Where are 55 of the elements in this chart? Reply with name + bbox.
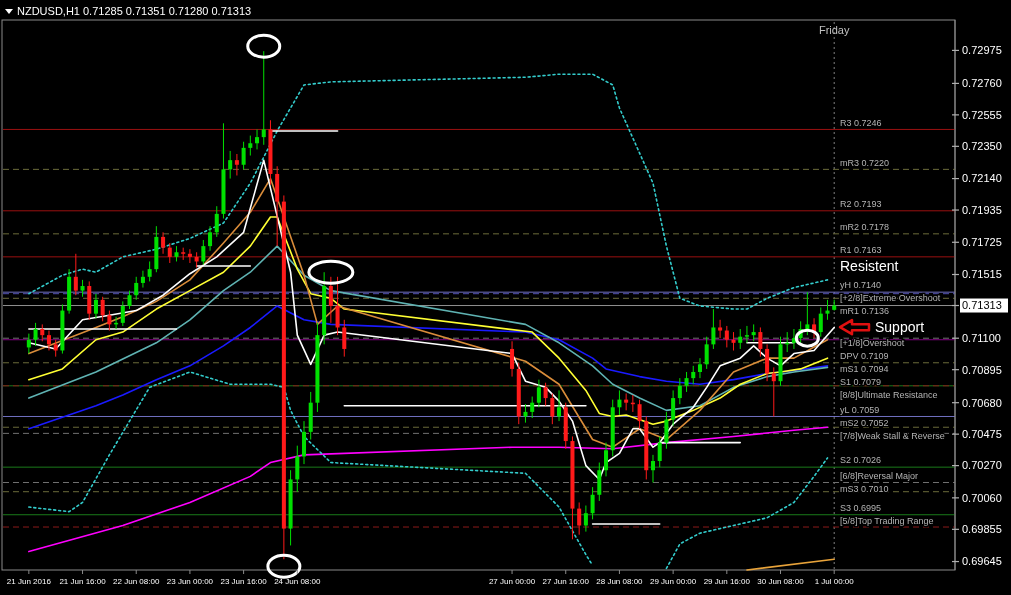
x-tick-label: 27 Jun 16:00 — [542, 577, 590, 586]
x-tick-label: 29 Jun 00:00 — [649, 577, 697, 586]
ref-line-label: mR3 0.7220 — [840, 157, 890, 168]
x-tick-label: 23 Jun 16:00 — [220, 577, 268, 586]
ref-line-label: [+1/8]Overshoot — [840, 338, 905, 349]
annotation: Support — [875, 319, 925, 336]
y-tick-label: 0.69855 — [962, 523, 1002, 536]
y-tick-label: 0.71935 — [962, 203, 1002, 216]
ref-line-label: mS3 0.7010 — [840, 483, 889, 494]
x-tick-label: 21 Jun 2016 — [6, 577, 52, 586]
ref-line-label: mR1 0.7136 — [840, 306, 890, 317]
x-tick-label: 28 Jun 08:00 — [596, 577, 644, 586]
ref-line-label: [+2/8]Extreme Overshoot — [840, 293, 941, 304]
y-tick-label: 0.72350 — [962, 140, 1002, 153]
ref-line-label: [6/8]Reversal Major — [840, 470, 919, 481]
ref-line-label: DPV 0.7109 — [840, 351, 889, 362]
x-tick-label: 29 Jun 16:00 — [703, 577, 751, 586]
y-tick-label: 0.71313 — [962, 299, 1002, 312]
x-tick-label: 22 Jun 08:00 — [113, 577, 160, 586]
ref-line-label: R2 0.7193 — [840, 198, 882, 209]
ref-line-label: R3 0.7246 — [840, 117, 882, 128]
y-tick-label: 0.72975 — [962, 44, 1002, 57]
ref-line-label: [5/8]Top Trading Range — [840, 515, 934, 526]
ref-line-label: Friday — [818, 24, 850, 36]
x-tick-label: 21 Jun 16:00 — [59, 577, 107, 586]
y-tick-label: 0.71725 — [962, 236, 1002, 249]
y-tick-label: 0.70895 — [962, 363, 1002, 376]
ref-line-label: [7/8]Weak Stall & Reverse — [840, 430, 945, 441]
ref-line-label: S2 0.7026 — [840, 455, 882, 466]
ref-line-label: yL 0.7059 — [840, 404, 880, 415]
y-tick-label: 0.70475 — [962, 428, 1002, 440]
x-tick-label: 1 Jul 00:00 — [814, 577, 855, 586]
ref-line-label: mS1 0.7094 — [840, 364, 889, 375]
y-tick-label: 0.72555 — [962, 108, 1002, 121]
ref-line-label: R1 0.7163 — [840, 245, 882, 256]
ref-line-label: S1 0.7079 — [840, 377, 882, 388]
y-tick-label: 0.70270 — [962, 459, 1002, 472]
annotation: Resistent — [840, 257, 899, 274]
x-tick-label: 24 Jun 08:00 — [274, 577, 321, 586]
x-tick-label: 30 Jun 08:00 — [757, 577, 805, 586]
y-tick-label: 0.70060 — [962, 491, 1002, 504]
ref-line-label: S3 0.6995 — [840, 502, 882, 513]
y-tick-label: 0.72760 — [962, 77, 1002, 90]
x-tick-label: 27 Jun 00:00 — [488, 577, 536, 586]
ref-line-label: mS2 0.7052 — [840, 417, 889, 428]
y-tick-label: 0.69645 — [962, 555, 1002, 568]
y-tick-label: 0.71100 — [962, 332, 1001, 345]
y-tick-label: 0.71515 — [962, 268, 1002, 281]
ref-line-label: [8/8]Ultimate Resistance — [840, 390, 938, 401]
chart-title: NZDUSD,H1 0.71285 0.71351 0.71280 0.71313 — [17, 5, 252, 17]
ref-line-label: mR2 0.7178 — [840, 221, 890, 232]
y-tick-label: 0.72140 — [962, 172, 1002, 185]
ref-line-label: yH 0.7140 — [840, 280, 882, 291]
x-tick-label: 23 Jun 00:00 — [166, 577, 214, 586]
y-tick-label: 0.70680 — [962, 396, 1002, 409]
